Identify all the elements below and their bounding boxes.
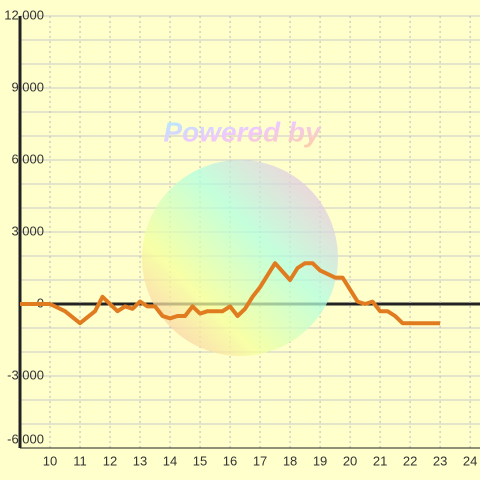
x-tick-label: 10 — [43, 453, 57, 468]
x-tick-label: 20 — [343, 453, 357, 468]
x-tick-label: 15 — [193, 453, 207, 468]
x-tick-label: 16 — [223, 453, 237, 468]
x-tick-label: 19 — [313, 453, 327, 468]
x-tick-label: 13 — [133, 453, 147, 468]
y-tick-label: 3,000 — [11, 223, 44, 238]
x-tick-label: 14 — [163, 453, 177, 468]
x-tick-label: 23 — [433, 453, 447, 468]
y-tick-label: 9,000 — [11, 79, 44, 94]
watermark-logo — [142, 160, 338, 356]
watermark: Powered by — [163, 116, 322, 147]
x-tick-label: 18 — [283, 453, 297, 468]
x-tick-label: 21 — [373, 453, 387, 468]
x-tick-label: 22 — [403, 453, 417, 468]
x-tick-label: 12 — [103, 453, 117, 468]
x-tick-label: 24 — [463, 453, 477, 468]
y-tick-label: 12,000 — [4, 7, 44, 22]
x-tick-label: 11 — [73, 453, 87, 468]
x-tick-label: 17 — [253, 453, 267, 468]
y-tick-label: -3,000 — [7, 367, 44, 382]
data-line — [20, 261, 441, 326]
y-tick-label: 6,000 — [11, 151, 44, 166]
y-tick-label: -6,000 — [7, 431, 44, 446]
